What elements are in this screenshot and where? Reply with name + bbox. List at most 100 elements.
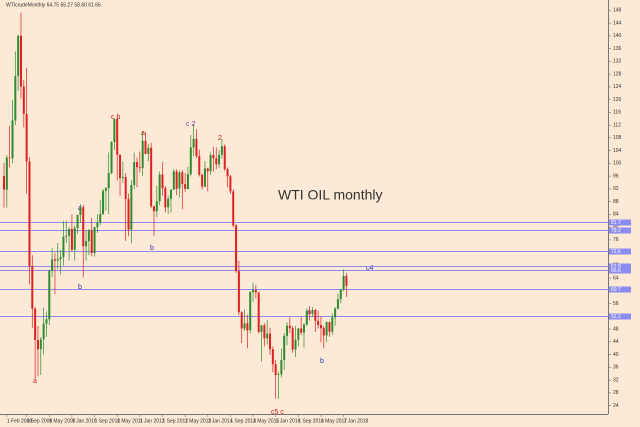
y-tick-label: 100 [613, 161, 622, 167]
y-tick-label: 56 [613, 301, 619, 307]
candle-body [184, 184, 187, 189]
candle-body [257, 292, 260, 332]
chart-header: WTIcrudeMonthly 64.75 65.27 58.60 61.66 [6, 2, 101, 8]
candle-body [164, 188, 167, 208]
candle-body [138, 167, 141, 169]
candle-body [147, 147, 150, 154]
candle-body [181, 172, 184, 185]
candle-body [235, 225, 238, 272]
candle-body [144, 140, 147, 154]
x-tick-label: 1 Jan 2016 [276, 418, 301, 424]
x-tick-label: 1 Jan 2014 [208, 418, 233, 424]
candle-body [42, 323, 45, 340]
candle-body [158, 174, 161, 202]
candle-body [212, 155, 215, 159]
wave-label: c4 [366, 265, 374, 272]
candle-body [294, 339, 297, 350]
x-tick-label: 1 Sep 2016 [298, 418, 324, 424]
y-tick-label: 148 [613, 8, 622, 14]
candle-body [150, 147, 153, 207]
wave-label: 2 [218, 135, 222, 142]
candle-body [291, 328, 294, 350]
candle-body [34, 308, 37, 340]
candle-body [19, 35, 22, 87]
candle-body [277, 374, 280, 376]
y-tick-label: 120 [613, 97, 622, 103]
candle-body [263, 325, 266, 339]
level-label: 67.9 [611, 264, 621, 270]
candle-body [311, 310, 314, 314]
candle-body [198, 156, 201, 175]
candle-body [220, 146, 223, 155]
candle-body [8, 157, 11, 159]
chart-annotation: WTI OIL monthly [278, 187, 383, 203]
candle-body [203, 168, 206, 187]
x-tick-label: 1 Jan 2012 [140, 418, 165, 424]
candle-body [260, 325, 263, 332]
candle-body [56, 259, 59, 261]
candle-body [127, 199, 130, 230]
candle-body [206, 168, 209, 172]
candle-body [223, 146, 226, 170]
candle-body [107, 172, 110, 189]
candle-body [45, 319, 48, 324]
candle-body [155, 201, 158, 212]
wave-label: c 2 [186, 121, 195, 128]
x-tick-label: 1 Jan 2018 [344, 418, 369, 424]
candle-body [53, 259, 56, 261]
candle-body [336, 299, 339, 309]
candle-body [28, 161, 31, 267]
candle-body [286, 325, 288, 336]
candle-body [133, 162, 136, 186]
wave-label: c b [111, 114, 120, 121]
candle-body [339, 289, 342, 300]
wave-label: c5 c [271, 409, 284, 416]
candle-body [70, 229, 73, 250]
level-label: 60.7 [611, 287, 621, 293]
x-tick-label: 1 May 2011 [117, 418, 143, 424]
candle-body [300, 328, 303, 333]
level-tag [609, 227, 631, 234]
candle-body [314, 310, 317, 321]
candle-body [232, 191, 235, 226]
candle-body [90, 230, 93, 253]
candle-body [141, 140, 144, 169]
candle-body [59, 257, 62, 260]
candle-body [39, 339, 42, 350]
x-tick-label: 1 May 2015 [253, 418, 279, 424]
candle-body [169, 189, 172, 199]
x-tick-label: 1 Sep 2010 [95, 418, 121, 424]
candle-body [116, 119, 119, 155]
y-tick-label: 136 [613, 46, 622, 52]
candle-body [249, 292, 252, 331]
candle-body [209, 155, 212, 172]
y-tick-label: 144 [613, 20, 622, 26]
y-tick-label: 48 [613, 326, 619, 332]
candle-body [178, 172, 181, 189]
candle-body [246, 323, 249, 331]
candle-body [271, 349, 274, 365]
candle-body [152, 206, 155, 212]
candle-body [305, 310, 308, 325]
candle-body [11, 120, 14, 159]
candle-body [76, 215, 79, 229]
candle-body [68, 229, 71, 236]
x-tick-label: 1 May 2009 [49, 418, 75, 424]
y-tick-label: 44 [613, 339, 619, 345]
candle-body [229, 176, 232, 192]
y-tick-label: 108 [613, 135, 622, 141]
level-tag [609, 286, 631, 293]
y-tick-label: 132 [613, 59, 622, 65]
candle-body [280, 360, 283, 375]
y-tick-label: 128 [613, 71, 622, 77]
candle-body [31, 266, 34, 309]
y-tick-label: 104 [613, 148, 622, 154]
level-tag [609, 313, 631, 320]
level-tag [609, 248, 631, 255]
candle-body [302, 324, 305, 333]
candle-body [167, 198, 170, 208]
candle-body [308, 310, 311, 314]
candle-body [113, 119, 116, 143]
candle-body [334, 308, 337, 318]
